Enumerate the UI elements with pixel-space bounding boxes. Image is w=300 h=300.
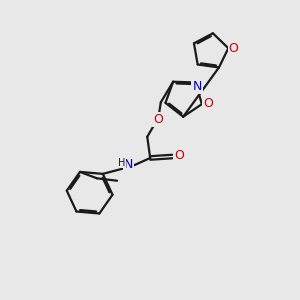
Text: N: N [192, 80, 202, 93]
Text: O: O [203, 97, 213, 110]
Text: N: N [124, 158, 133, 171]
Text: O: O [229, 42, 238, 55]
Text: H: H [118, 158, 125, 168]
Text: O: O [153, 112, 163, 126]
Text: O: O [174, 149, 184, 162]
